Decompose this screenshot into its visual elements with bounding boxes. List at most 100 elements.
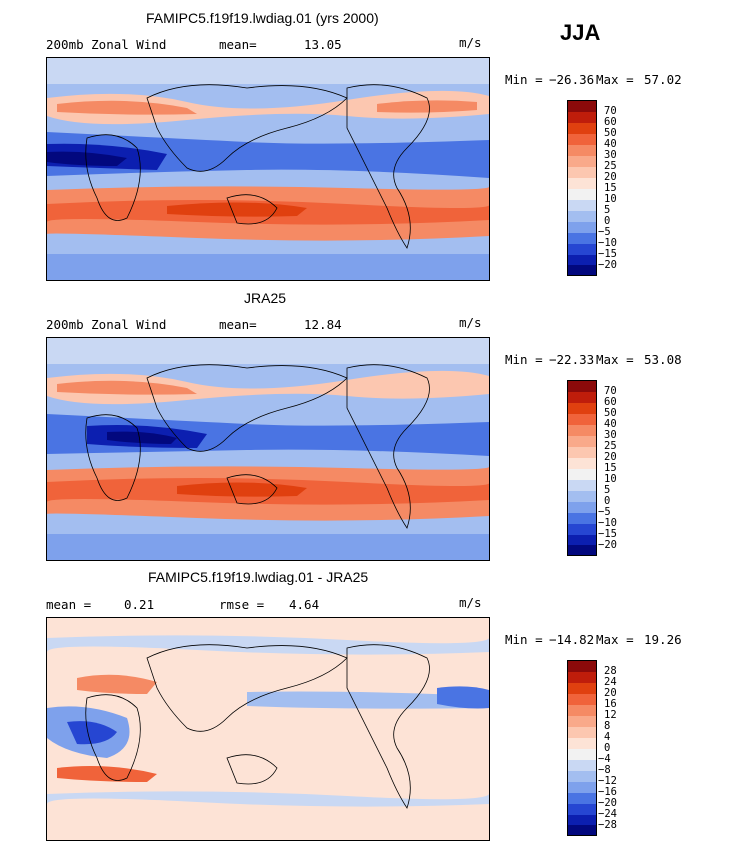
- panel3-band-south: [47, 791, 489, 807]
- panel1-cbar-seg-5: [568, 156, 596, 167]
- panel2-band-north: [47, 338, 489, 364]
- panel1-tick-9: 5: [604, 204, 611, 216]
- panel3-tick-6: 4: [604, 731, 611, 743]
- panel3-band-sh-pos: [57, 766, 157, 782]
- panel1-tick-10: 0: [604, 215, 611, 227]
- panel3-band-atlantic-neg: [437, 686, 489, 709]
- panel3-tick-8: −4: [598, 753, 611, 765]
- panel3-cbar-seg-5: [568, 716, 596, 727]
- panel3-max-label: Max =: [596, 632, 634, 647]
- panel1-min-label: Min =: [505, 72, 543, 87]
- panel2-tick-12: −10: [598, 517, 617, 529]
- panel3-tick-11: −16: [598, 786, 617, 798]
- panel3-tick-13: −24: [598, 808, 617, 820]
- panel2-cbar-seg-7: [568, 458, 596, 469]
- panel1-field-label: 200mb Zonal Wind: [46, 37, 167, 52]
- panel3-tick-9: −8: [598, 764, 611, 776]
- panel3-mean-label: mean =: [46, 597, 92, 612]
- panel3-band-africa-core: [67, 721, 117, 745]
- panel1-field-svg: [47, 58, 489, 280]
- panel2-field-svg: [47, 338, 489, 560]
- panel3-min-value: −14.82: [549, 632, 595, 647]
- panel3-cbar-seg-11: [568, 782, 596, 793]
- panel1-cbar-seg-6: [568, 167, 596, 178]
- panel2-cbar-seg-12: [568, 513, 596, 524]
- panel1-tick-13: −15: [598, 248, 617, 260]
- panel2-cbar-seg-15: [568, 545, 596, 555]
- panel1-cbar-seg-11: [568, 222, 596, 233]
- panel1-band-south: [47, 254, 489, 280]
- panel3-colorbar: [567, 660, 597, 836]
- panel3-cbar-seg-4: [568, 705, 596, 716]
- panel2-band-nh-jet-core: [57, 380, 197, 395]
- panel2-tick-9: 5: [604, 484, 611, 496]
- panel1-cbar-seg-0: [568, 101, 596, 112]
- panel1-cbar-seg-12: [568, 233, 596, 244]
- panel3-cbar-seg-7: [568, 738, 596, 749]
- panel2-cbar-seg-10: [568, 491, 596, 502]
- panel2-coastlines: [85, 364, 430, 529]
- panel3-cbar-seg-9: [568, 760, 596, 771]
- panel2-tick-10: 0: [604, 495, 611, 507]
- panel2-tick-0: 70: [604, 385, 617, 397]
- panel3-coastlines: [85, 644, 430, 809]
- panel3-tick-1: 24: [604, 676, 617, 688]
- panel2-tick-6: 20: [604, 451, 617, 463]
- panel3-title: FAMIPC5.f19f19.lwdiag.01 - JRA25: [148, 569, 369, 585]
- panel2-cbar-seg-14: [568, 535, 596, 545]
- panel3-tick-7: 0: [604, 742, 611, 754]
- panel3-field-svg: [47, 618, 489, 840]
- panel3-max-value: 19.26: [644, 632, 682, 647]
- panel2-cbar-seg-11: [568, 502, 596, 513]
- panel2-min-label: Min =: [505, 352, 543, 367]
- panel2-cbar-seg-13: [568, 524, 596, 535]
- panel1-cbar-seg-1: [568, 112, 596, 123]
- panel3-cbar-seg-3: [568, 694, 596, 705]
- panel3-tick-10: −12: [598, 775, 617, 787]
- panel1-band-nh-jet-core2: [377, 100, 477, 113]
- panel3-min-label: Min =: [505, 632, 543, 647]
- panel3-cbar-seg-1: [568, 672, 596, 683]
- panel1-title: FAMIPC5.f19f19.lwdiag.01 (yrs 2000): [146, 10, 379, 26]
- panel2-tick-1: 60: [604, 396, 617, 408]
- panel1-band-sh-jet-max: [167, 202, 307, 217]
- panel3-cbar-seg-2: [568, 683, 596, 694]
- panel2-band-south: [47, 534, 489, 560]
- panel1-tick-4: 30: [604, 149, 617, 161]
- panel1-band-nh-jet-outer: [47, 90, 489, 125]
- panel1-tick-8: 10: [604, 193, 617, 205]
- panel3-cbar-seg-12: [568, 793, 596, 804]
- panel3-tick-4: 12: [604, 709, 617, 721]
- panel1-max-label: Max =: [596, 72, 634, 87]
- panel1-band-north: [47, 58, 489, 84]
- panel1-coastlines: [85, 84, 430, 249]
- panel2-cbar-seg-8: [568, 469, 596, 480]
- panel1-cbar-seg-14: [568, 255, 596, 265]
- panel3-cbar-seg-14: [568, 815, 596, 825]
- panel1-cbar-seg-3: [568, 134, 596, 145]
- panel1-tick-0: 70: [604, 105, 617, 117]
- panel3-rmse-value: 4.64: [289, 597, 320, 612]
- panel2-mean-value: 12.84: [304, 317, 342, 332]
- panel2-tick-3: 40: [604, 418, 617, 430]
- panel3-cbar-seg-15: [568, 825, 596, 835]
- panel1-max-value: 57.02: [644, 72, 682, 87]
- panel1-colorbar: [567, 100, 597, 276]
- panel2-tick-7: 15: [604, 462, 617, 474]
- panel3-tick-3: 16: [604, 698, 617, 710]
- panel2-cbar-seg-5: [568, 436, 596, 447]
- panel3-mean-value: 0.21: [124, 597, 155, 612]
- panel1-cbar-seg-10: [568, 211, 596, 222]
- panel2-cbar-seg-2: [568, 403, 596, 414]
- panel2-colorbar: [567, 380, 597, 556]
- panel1-band-nh-jet-core: [57, 100, 197, 115]
- panel1-tick-12: −10: [598, 237, 617, 249]
- panel2-tick-2: 50: [604, 407, 617, 419]
- panel1-cbar-seg-9: [568, 200, 596, 211]
- panel3-cbar-seg-8: [568, 749, 596, 760]
- panel3-cbar-seg-10: [568, 771, 596, 782]
- panel1-tick-11: −5: [598, 226, 611, 238]
- panel3-map: [46, 617, 490, 841]
- panel1-tick-3: 40: [604, 138, 617, 150]
- panel2-map: [46, 337, 490, 561]
